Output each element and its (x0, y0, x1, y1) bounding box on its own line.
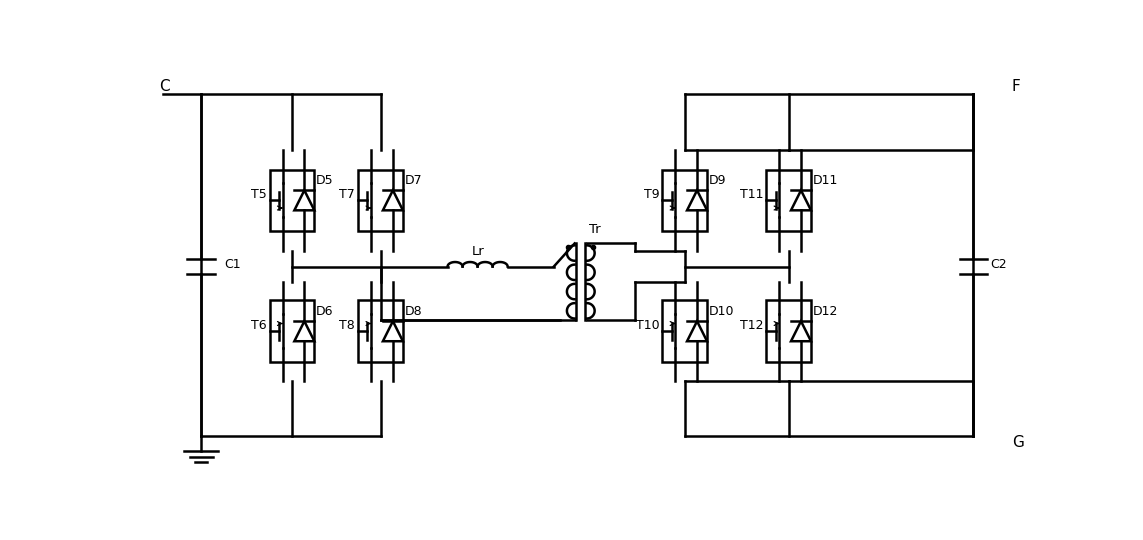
Bar (270, 170, 314, 231)
Text: D7: D7 (405, 174, 422, 187)
Bar (766, 170, 812, 231)
Text: C2: C2 (991, 259, 1007, 272)
Text: Tr: Tr (589, 223, 600, 236)
Text: D9: D9 (709, 174, 726, 187)
Text: D8: D8 (405, 305, 422, 318)
Text: T9: T9 (644, 188, 660, 201)
Text: T12: T12 (740, 319, 764, 332)
Text: G: G (1012, 435, 1024, 450)
Text: C: C (160, 79, 170, 94)
Bar (358, 170, 403, 231)
Text: F: F (1012, 79, 1021, 94)
Bar (663, 300, 708, 362)
Text: T5: T5 (250, 188, 266, 201)
Text: D11: D11 (813, 174, 838, 187)
Text: D12: D12 (813, 305, 838, 318)
Text: D5: D5 (315, 174, 334, 187)
Text: T11: T11 (740, 188, 764, 201)
Bar (766, 300, 812, 362)
Text: D10: D10 (709, 305, 734, 318)
Bar (358, 300, 403, 362)
Text: D6: D6 (315, 305, 334, 318)
Text: T8: T8 (339, 319, 355, 332)
Bar (270, 300, 314, 362)
Text: T6: T6 (251, 319, 266, 332)
Text: T7: T7 (339, 188, 355, 201)
Text: C1: C1 (224, 259, 241, 272)
Text: Lr: Lr (472, 245, 485, 258)
Text: T10: T10 (636, 319, 660, 332)
Bar (663, 170, 708, 231)
